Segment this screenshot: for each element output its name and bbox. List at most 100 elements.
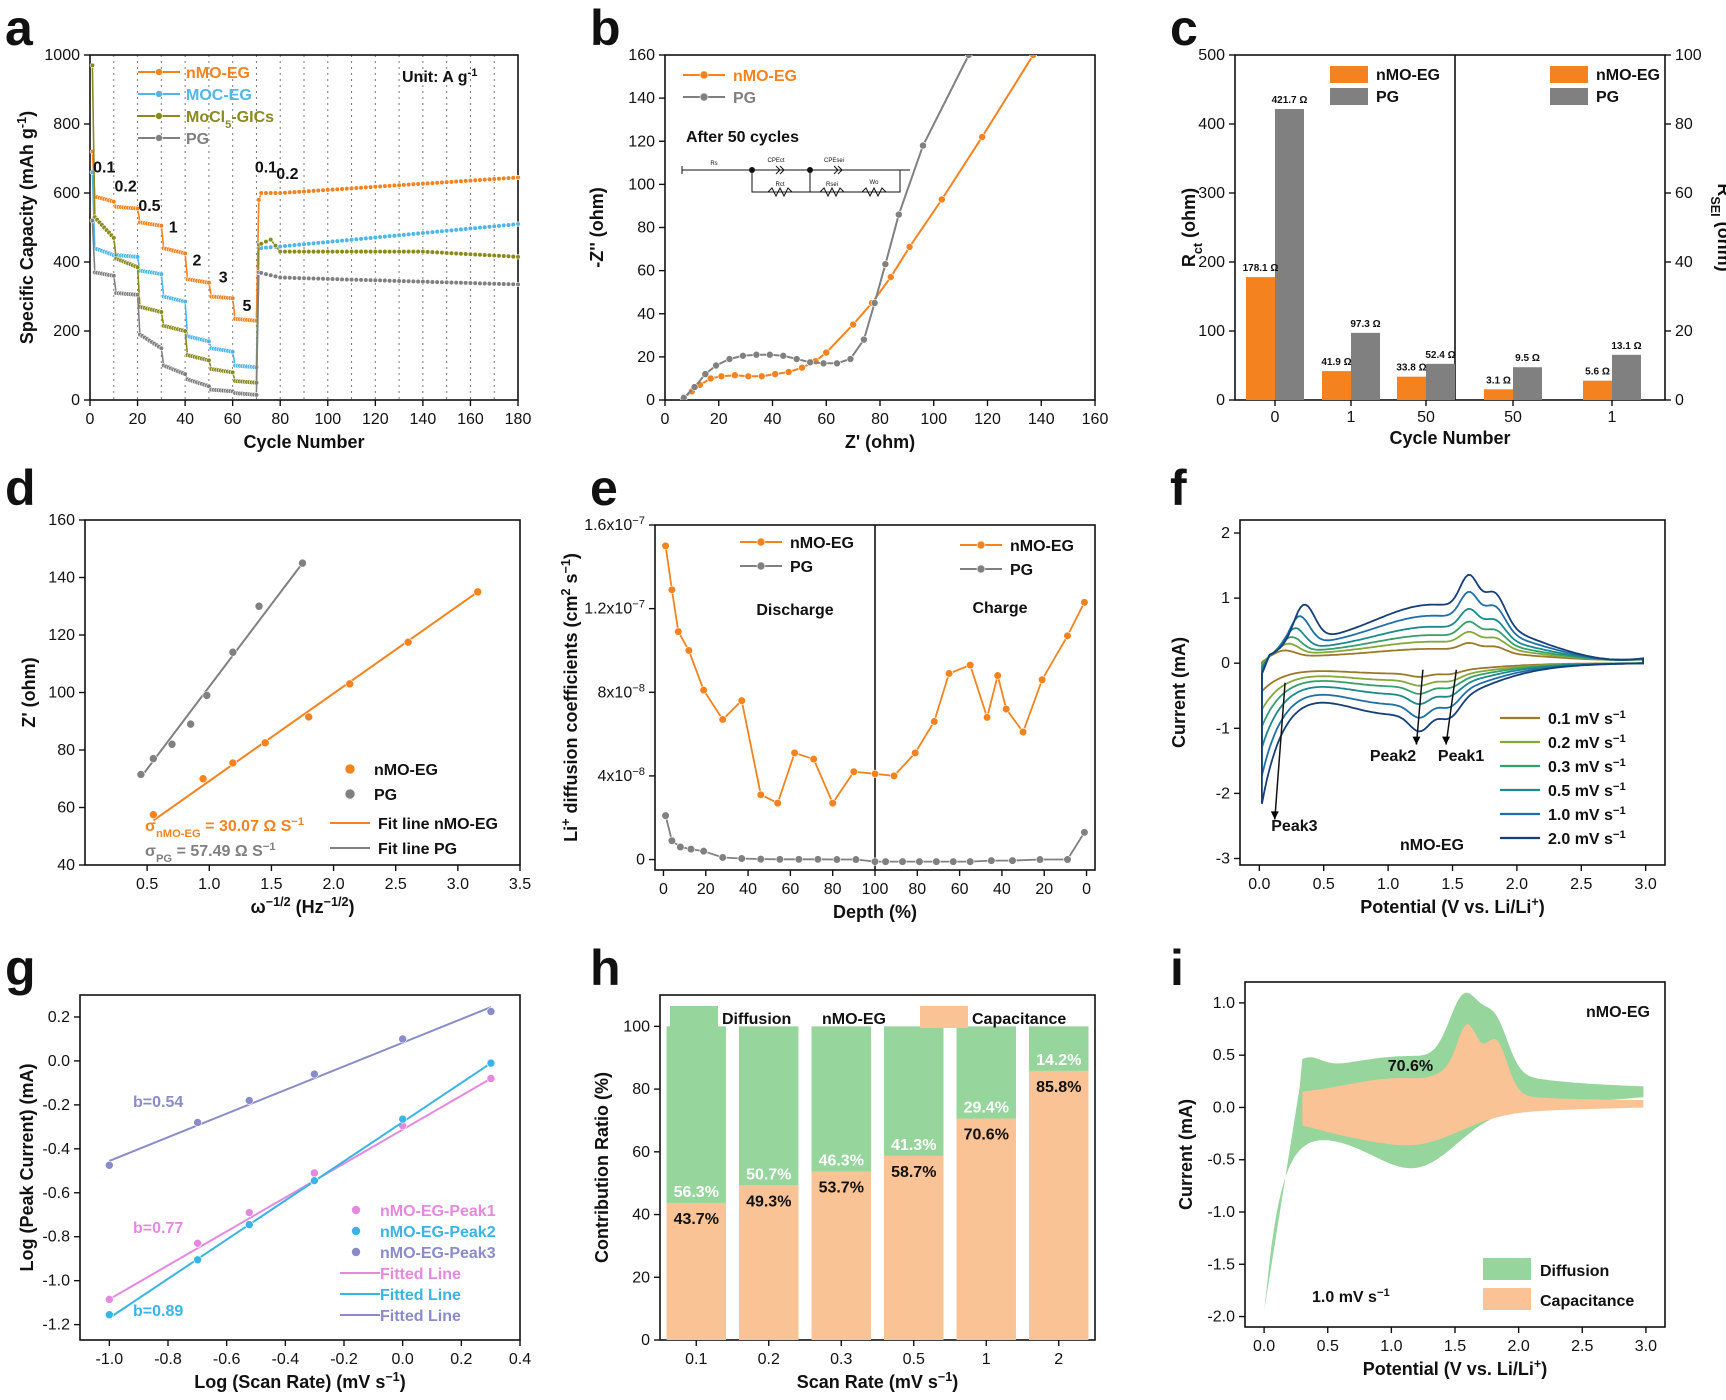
y-tick-label-right: 80 [1675, 116, 1693, 133]
y-tick-label: -3 [1216, 850, 1230, 867]
data-point [348, 185, 355, 191]
x-tick-label: 0.5 [1317, 1338, 1339, 1355]
data-point [387, 278, 393, 284]
data-point [725, 355, 734, 363]
x-tick-label: 140 [410, 411, 437, 428]
data-point [334, 186, 340, 192]
bar-diffusion [811, 1026, 871, 1172]
data-point [510, 175, 516, 181]
data-point [363, 235, 369, 242]
x-tick-label: 0.0 [392, 1351, 414, 1368]
y-tick-label: 0.0 [48, 1053, 70, 1070]
y-tick-label: 140 [628, 90, 655, 107]
data-point [794, 855, 803, 864]
data-point [482, 280, 488, 287]
data-point [784, 368, 793, 376]
data-point [699, 686, 708, 695]
peak-annotations [1270, 669, 1458, 820]
y-tick-label-right: 60 [1675, 185, 1693, 202]
data-point [89, 62, 95, 68]
data-point [228, 758, 238, 768]
data-point [458, 178, 464, 184]
capacitance-percent: 70.6% [1388, 1058, 1433, 1075]
x-axis-label: Scan Rate (mV s−1) [797, 1370, 958, 1392]
data-point [401, 278, 407, 284]
x-tick-label: 160 [1082, 411, 1109, 428]
legend-swatch [1483, 1258, 1531, 1280]
data-point [491, 176, 497, 182]
data-point [467, 177, 474, 184]
data-point [398, 1034, 407, 1044]
data-point [1029, 55, 1037, 59]
rate-label: 0.1 [93, 159, 115, 176]
data-point [304, 712, 314, 722]
x-tick-label: 2.0 [322, 876, 344, 893]
data-point [674, 627, 683, 636]
x-axis-label: Cycle Number [1389, 428, 1510, 448]
data-point [272, 190, 279, 196]
data-point [983, 713, 992, 722]
x-tick-label: 20 [710, 411, 728, 428]
y-tick-label: 0 [1216, 392, 1225, 409]
fit-line-nMO-EG-Peak2 [108, 1062, 492, 1319]
legend-marker [155, 112, 163, 120]
x-tick-label: 80 [871, 411, 889, 428]
legend-label: PG [1010, 562, 1033, 579]
data-point [186, 719, 195, 729]
bar-value-label: 29.4% [964, 1100, 1009, 1117]
data-point [434, 229, 440, 235]
data-point [439, 279, 445, 285]
data-point [268, 190, 274, 196]
b-value-label: b=0.89 [133, 1303, 183, 1320]
data-point [401, 232, 407, 238]
data-point [410, 231, 416, 237]
data-point [425, 229, 431, 236]
series-line-nMO-EG [91, 151, 519, 322]
data-point [263, 239, 269, 245]
data-point [706, 374, 715, 383]
y-axis-label: Specific Capacity (mAh g-1) [15, 111, 37, 344]
data-point [158, 309, 164, 315]
bar-nMO-EG [1246, 277, 1275, 400]
x-tick-label: 40 [993, 881, 1011, 898]
data-point [915, 857, 924, 866]
data-point [505, 222, 512, 228]
data-point [846, 355, 855, 363]
y-tick-label: 600 [53, 185, 80, 202]
data-point [425, 249, 431, 255]
data-point [482, 224, 488, 230]
circuit-label: Rct [776, 182, 785, 188]
y-tick-label: -1.2 [42, 1317, 70, 1334]
data-point [870, 299, 879, 307]
rate-label: 2 [193, 252, 202, 269]
data-point [775, 855, 784, 864]
data-point [230, 295, 236, 301]
data-point [291, 242, 298, 248]
x-tick-label: 1.5 [260, 876, 282, 893]
data-point [467, 225, 474, 232]
x-tick-label: -0.8 [154, 1351, 182, 1368]
x-tick-label: 1.0 [198, 876, 220, 893]
bar-capacitance [739, 1185, 799, 1340]
y-tick-label: 8x10−8 [598, 682, 645, 701]
data-point [228, 647, 238, 657]
data-point [486, 176, 493, 182]
peak-arrow [1274, 682, 1286, 820]
x-tick-label: 1.5 [1444, 1338, 1466, 1355]
bar-nMO-EG [1583, 380, 1612, 400]
x-tick-label: 0 [1082, 881, 1091, 898]
data-point [515, 281, 521, 288]
data-point [434, 279, 440, 285]
y-tick-label: 160 [48, 512, 75, 529]
y-tick-label: -1.0 [1207, 1204, 1235, 1221]
series-line-PG [91, 220, 519, 396]
data-point [798, 363, 806, 372]
y-tick-label: 0 [71, 392, 80, 409]
data-point [515, 221, 521, 227]
data-point [1038, 675, 1047, 684]
data-point [193, 1239, 202, 1248]
data-point [486, 224, 493, 230]
panel-label-e: e [590, 460, 618, 516]
data-point [472, 177, 478, 183]
